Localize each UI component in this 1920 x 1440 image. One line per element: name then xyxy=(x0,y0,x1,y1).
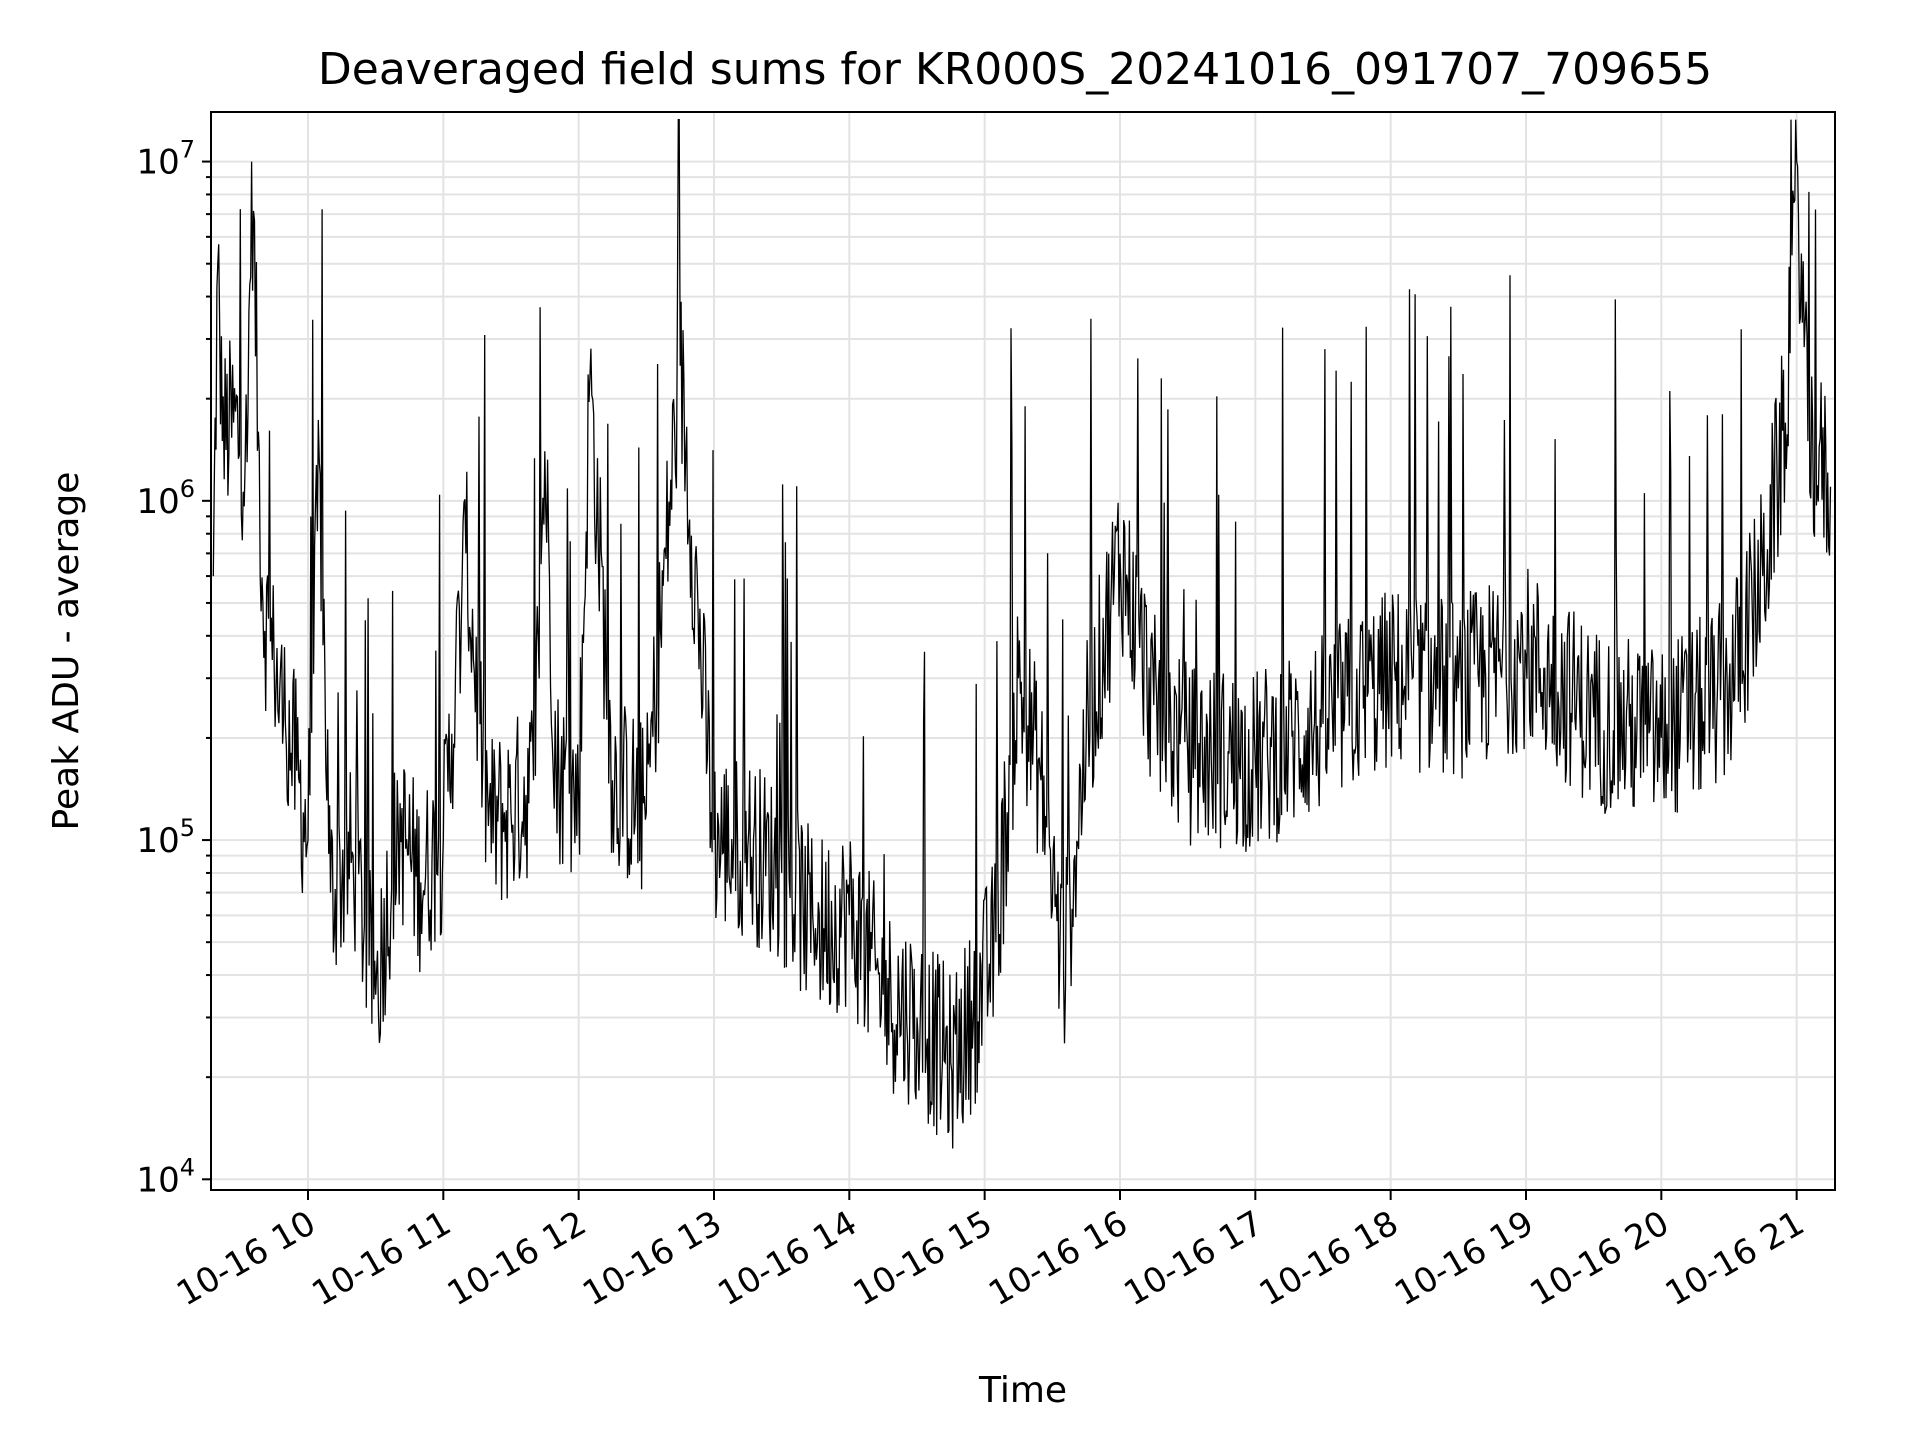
series-line xyxy=(212,118,1832,1149)
x-axis-label: Time xyxy=(978,1370,1067,1411)
y-tick-label: 105 xyxy=(136,814,195,861)
y-tick-label: 104 xyxy=(136,1153,195,1200)
series xyxy=(212,118,1832,1149)
chart-title: Deaveraged field sums for KR000S_2024101… xyxy=(318,44,1712,95)
y-axis-label: Peak ADU - average xyxy=(46,472,87,831)
y-tick-label: 107 xyxy=(136,136,195,183)
y-tick-label: 106 xyxy=(136,475,195,522)
plot-frame xyxy=(210,111,1836,1191)
y-axis: 104 105 106 107 xyxy=(136,136,211,1200)
